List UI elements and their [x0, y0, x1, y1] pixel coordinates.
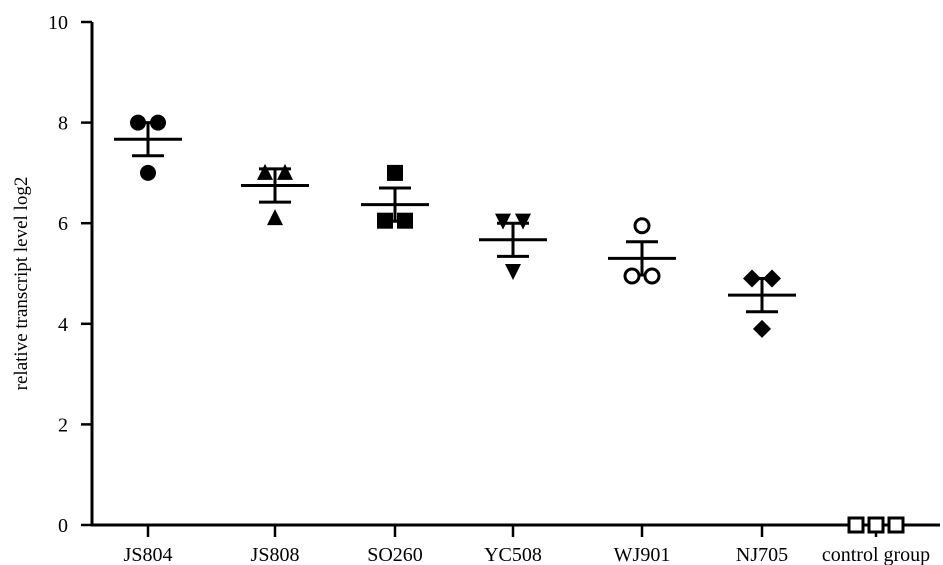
data-point — [763, 269, 781, 288]
y-tick-label: 2 — [58, 414, 68, 436]
data-point — [130, 114, 146, 131]
data-point — [257, 163, 273, 180]
y-ticks: 0 2 4 6 8 10 — [48, 12, 92, 537]
data-point — [377, 212, 393, 229]
data-point — [397, 212, 413, 229]
data-point — [140, 164, 156, 181]
x-tick-labels: JS804 JS808 SO260 YC508 WJ901 NJ705 control gr… — [124, 525, 930, 565]
data-point — [267, 209, 283, 226]
x-tick-label: control group — [822, 544, 930, 565]
data-point — [753, 319, 771, 338]
data-point — [743, 269, 761, 288]
y-tick-label: 4 — [58, 314, 68, 336]
data-point — [505, 263, 521, 280]
y-axis-label: relative transcript level log2 — [11, 177, 32, 391]
y-tick-label: 0 — [58, 515, 68, 537]
x-tick-label: JS804 — [124, 544, 173, 565]
x-tick-label: YC508 — [484, 544, 542, 565]
data-point — [887, 516, 905, 534]
data-point — [150, 114, 166, 131]
data-point — [515, 213, 531, 230]
data-point — [277, 163, 293, 180]
y-tick-label: 6 — [58, 213, 68, 235]
group-wj901 — [608, 217, 676, 285]
y-tick-label: 8 — [58, 113, 68, 135]
x-tick-label: JS808 — [251, 544, 300, 565]
data-point — [867, 516, 885, 534]
group-nj705 — [728, 269, 796, 338]
data-point — [623, 267, 641, 285]
data-marks — [114, 114, 905, 534]
data-point — [633, 217, 651, 235]
group-js804 — [114, 114, 182, 181]
group-yc508 — [479, 213, 547, 280]
data-point — [643, 267, 661, 285]
data-point — [495, 213, 511, 230]
group-control-group — [847, 516, 905, 534]
x-tick-label: WJ901 — [614, 544, 671, 565]
y-tick-label: 10 — [48, 12, 68, 34]
group-js808 — [241, 163, 309, 226]
axes — [90, 22, 940, 527]
x-tick-label: NJ705 — [736, 544, 788, 565]
group-so260 — [361, 164, 429, 229]
data-point — [847, 516, 865, 534]
x-tick-label: SO260 — [367, 544, 423, 565]
data-point — [387, 164, 403, 181]
